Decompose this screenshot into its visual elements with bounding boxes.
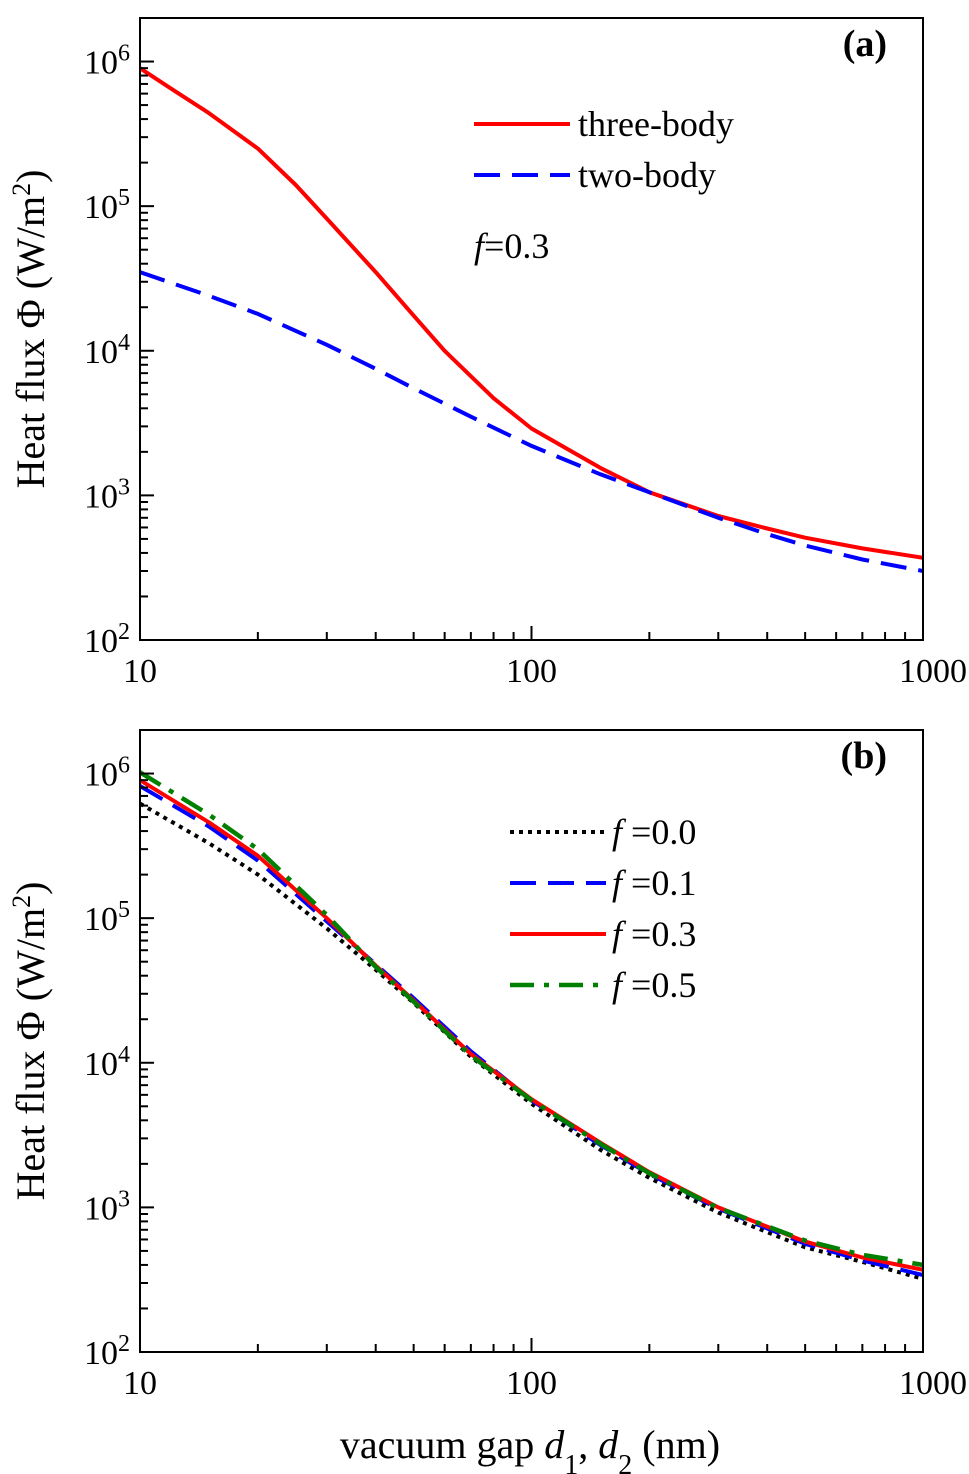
x-axis-label: vacuum gap d1, d2 (nm)	[340, 1422, 720, 1474]
panel-b-series-line-3	[140, 770, 923, 1268]
panel-b-y-tick-label: 104	[84, 1042, 130, 1083]
panel-a: 10 100 1000 102 103 104 105 106 (a) Heat flux Φ…	[7, 17, 967, 690]
panel-b-frame	[139, 729, 924, 1353]
panel-a-frame	[139, 17, 924, 641]
panel-a-annotation: f=0.3	[474, 226, 549, 266]
panel-b-label: (b)	[841, 735, 887, 777]
panel-b-y-tick-label: 103	[84, 1186, 130, 1227]
panel-b-series-line-0	[140, 801, 923, 1281]
panel-a-y-tick-label: 103	[84, 474, 130, 515]
panel-b-series-line-2	[140, 778, 923, 1272]
panel-a-y-tick-label: 106	[84, 41, 130, 82]
panel-a-y-tick-label: 102	[84, 619, 130, 660]
legend-label-0: f =0.0	[612, 812, 696, 852]
panel-a-x-tick-label: 100	[506, 653, 557, 690]
panel-b-y-tick-label: 106	[84, 753, 130, 794]
legend-label-0: three-body	[578, 104, 734, 144]
legend-label-1: f =0.1	[612, 863, 696, 903]
panel-a-y-tick-label: 105	[84, 185, 130, 226]
panel-a-legend: three-body two-body	[474, 104, 734, 195]
panel-b-y-tick-label: 102	[84, 1331, 130, 1372]
panel-a-series-line-1	[140, 270, 923, 573]
panel-a-series-line-0	[140, 66, 923, 560]
panel-b-legend: f =0.0 f =0.1 f =0.3 f =0.5	[510, 812, 696, 1005]
panel-b: 10 100 1000 102 103 104 105 106 (b) Heat flux Φ…	[7, 729, 967, 1402]
panel-b-x-tick-label: 100	[506, 1365, 557, 1402]
panel-a-x-tick-label: 1000	[899, 653, 967, 690]
legend-label-3: f =0.5	[612, 965, 696, 1005]
panel-a-y-axis-label: Heat flux Φ (W/m2)	[7, 170, 54, 489]
panel-b-series-line-1	[140, 784, 923, 1278]
panel-b-x-tick-label: 10	[123, 1365, 157, 1402]
panel-a-x-tick-label: 10	[123, 653, 157, 690]
panel-a-label: (a)	[843, 23, 887, 65]
legend-label-2: f =0.3	[612, 914, 696, 954]
panel-a-y-tick-label: 104	[84, 330, 130, 371]
panel-b-y-axis-label: Heat flux Φ (W/m2)	[7, 882, 54, 1201]
panel-b-y-tick-label: 105	[84, 897, 130, 938]
panel-b-x-tick-label: 1000	[899, 1365, 967, 1402]
legend-label-1: two-body	[578, 155, 716, 195]
